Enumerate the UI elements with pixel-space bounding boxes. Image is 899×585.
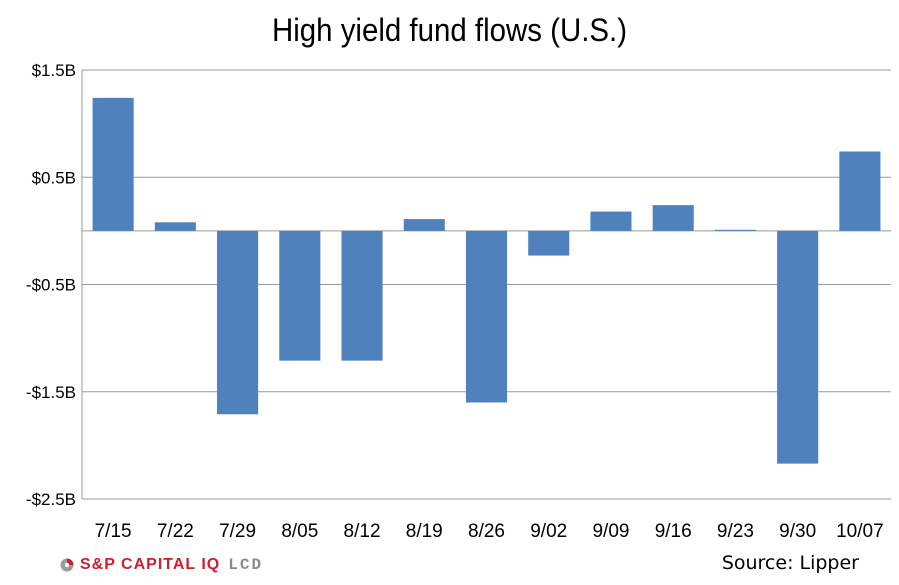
x-tick-label: 8/26 [468, 521, 505, 542]
x-tick-label: 7/29 [219, 521, 256, 542]
x-axis-ticks: 7/15 7/22 7/29 8/05 8/12 8/19 8/26 9/02 9/09 9/16… [95, 521, 884, 542]
y-tick-label: -$2.5B [26, 490, 76, 509]
bar [92, 97, 134, 231]
x-tick-label: 9/02 [530, 521, 567, 542]
x-tick-label: 7/15 [95, 521, 132, 542]
bars [92, 97, 881, 464]
brand-suffix: LCD [228, 556, 264, 574]
bar [714, 229, 756, 231]
bar [154, 222, 196, 231]
bar [590, 211, 632, 231]
x-tick-label: 9/30 [779, 521, 816, 542]
x-tick-label: 8/05 [281, 521, 318, 542]
x-tick-label: 7/22 [157, 521, 194, 542]
x-tick-label: 10/07 [836, 521, 884, 542]
bar [341, 230, 383, 361]
x-tick-label: 8/12 [344, 521, 381, 542]
x-tick-label: 9/23 [717, 521, 754, 542]
sp-capital-iq-logo-icon [60, 558, 74, 572]
brand-logo: S&P CAPITAL IQ LCD [60, 556, 263, 574]
y-tick-label: -$1.5B [26, 383, 76, 402]
y-tick-label: $0.5B [32, 168, 76, 187]
y-tick-label: -$0.5B [26, 276, 76, 295]
brand-name: S&P CAPITAL IQ [80, 556, 221, 573]
bar [839, 151, 881, 231]
x-tick-label: 9/16 [655, 521, 692, 542]
x-tick-label: 9/09 [592, 521, 629, 542]
x-tick-label: 8/19 [406, 521, 443, 542]
y-axis-ticks: $1.5B $0.5B -$0.5B -$1.5B -$2.5B [26, 61, 76, 509]
source-note: Source: Lipper [721, 552, 859, 574]
bar [652, 205, 694, 231]
bar [777, 230, 819, 464]
chart-title: High yield fund flows (U.S.) [271, 12, 628, 48]
bar [528, 230, 570, 256]
bar [403, 219, 445, 231]
y-tick-label: $1.5B [32, 61, 76, 80]
bar [217, 230, 259, 415]
bar [279, 230, 321, 361]
bar [465, 230, 508, 403]
